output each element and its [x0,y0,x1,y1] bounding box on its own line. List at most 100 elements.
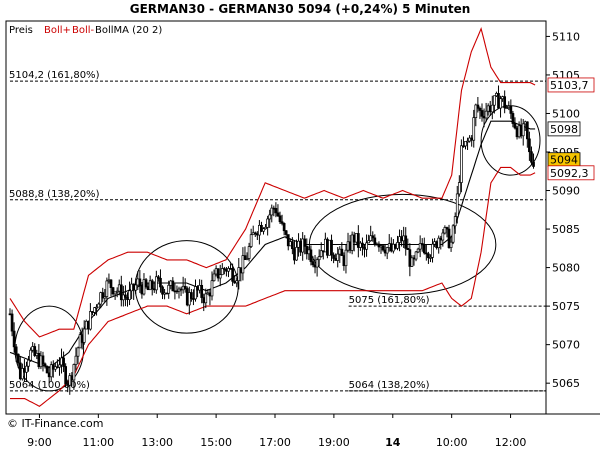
candle-body [416,248,420,253]
candle [447,224,451,249]
candle-body [266,218,269,228]
candle [313,255,317,274]
candle-body [470,137,474,141]
candle [138,270,142,293]
candle-body [505,107,509,110]
candle-body [334,258,338,261]
candle-body [154,276,158,291]
candle [117,279,121,296]
candle-body [352,234,356,243]
candle [115,287,119,298]
candle [122,285,125,307]
fib-label-2: 5075 (161,80%) [349,295,430,306]
candle-body [420,243,424,246]
candle-body [262,228,265,232]
candle-body [163,292,166,295]
candle-body [43,363,47,367]
candle [381,244,385,252]
candle-body [480,110,484,117]
candle [377,241,381,252]
candle-body [532,161,535,167]
candle-body [396,242,399,249]
candle-body [8,313,12,316]
candle-body [146,286,150,291]
candle-body [47,372,51,378]
candle-body [377,243,381,248]
candle-body [295,246,298,261]
candle [433,238,436,248]
candle [82,320,86,345]
candle-body [124,294,127,298]
candle [142,273,146,296]
candle [225,267,228,277]
candle-body [319,250,323,257]
candle-body [21,368,24,380]
candle [231,263,234,286]
candle-body [439,237,443,241]
candle [478,106,482,119]
price-label-3: 5092,3 [547,165,595,181]
candle [324,232,327,253]
x-tick-label-4: 17:00 [259,436,291,449]
candle-body [344,249,348,267]
candle [486,103,490,116]
axes: 5110510551005095509050855080507550705065… [27,30,580,449]
candle [315,257,319,277]
candle [249,228,253,249]
candle-body [451,225,455,243]
candle [326,237,329,259]
y-tick-label-2: 5100 [552,107,580,120]
candle [501,95,504,102]
candle-body [68,375,72,386]
candle-body [447,228,451,248]
candle-body [181,285,185,291]
candle-body [359,242,362,248]
candle [495,91,498,97]
candle-body [365,242,368,250]
candle [185,286,189,307]
candle-body [291,241,294,250]
candle-body [223,268,226,270]
candle-body [229,268,232,270]
candle-body [27,359,30,367]
candle-body [404,235,408,249]
candle-body [148,280,152,291]
price-label-box [547,121,581,137]
candle [387,234,391,252]
candle [49,361,53,382]
candle-body [264,226,267,230]
candle-body [389,243,393,252]
candle [348,235,352,254]
candle [18,356,22,381]
candle-body [445,227,449,230]
candle-body [305,246,309,255]
candle [41,351,45,372]
candle [389,237,393,253]
candle [260,221,263,233]
candle [119,275,123,307]
candle-body [464,141,467,147]
candle-body [241,255,245,274]
candle [437,235,441,254]
candle [243,246,247,260]
candle-body [280,221,284,224]
candle-body [381,245,385,251]
candle [68,373,72,395]
candle-body [185,288,189,306]
candle-body [299,240,302,253]
candle-body [293,248,296,261]
candle [264,224,267,230]
chart-title: GERMAN30 - GERMAN30 5094 (+0,24%) 5 Minu… [129,2,471,16]
candle [167,280,171,299]
candle-body [255,233,259,236]
candle [412,255,416,266]
candle [150,278,154,296]
candle [435,240,438,250]
candle-body [72,364,76,381]
candle [282,222,286,236]
candle-body [373,237,377,245]
candle-body [173,290,177,293]
candle [237,257,241,290]
candle [109,279,113,297]
